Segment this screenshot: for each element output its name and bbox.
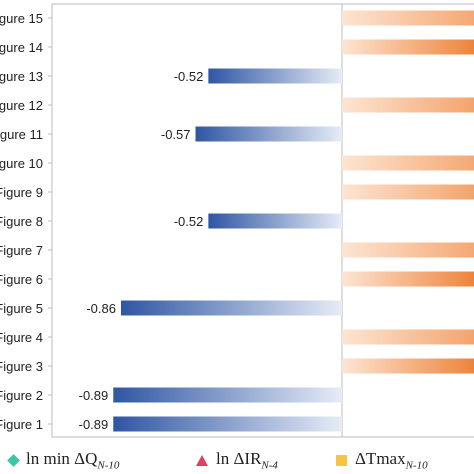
bar-dtmax bbox=[342, 155, 474, 171]
category-label: Figure 10 bbox=[0, 156, 43, 171]
category-label: Figure 13 bbox=[0, 69, 43, 84]
legend-label-ir-sub: N-4 bbox=[261, 459, 278, 472]
bar-dtmax bbox=[342, 10, 474, 26]
category-label: Figure 8 bbox=[0, 214, 43, 229]
category-label: Figure 14 bbox=[0, 40, 43, 55]
data-label: -0.52 bbox=[174, 69, 204, 84]
data-label: -0.57 bbox=[161, 127, 191, 142]
category-label: Figure 11 bbox=[0, 127, 43, 142]
legend-item-ir: ln ΔIRN-4 bbox=[196, 449, 278, 471]
triangle-icon bbox=[196, 454, 208, 466]
bar-ln-min-dq bbox=[113, 387, 343, 403]
data-label: -0.86 bbox=[86, 301, 116, 316]
category-label: Figure 9 bbox=[0, 185, 43, 200]
bar-ln-min-dq bbox=[208, 213, 342, 229]
diamond-icon bbox=[7, 453, 20, 467]
legend-label-t-sub: N-10 bbox=[405, 459, 428, 472]
legend-label-t-main: ΔTmax bbox=[355, 449, 406, 468]
category-label: Figure 4 bbox=[0, 330, 43, 345]
bar-ln-min-dq bbox=[113, 416, 343, 432]
square-icon bbox=[336, 454, 347, 466]
bar-dtmax bbox=[342, 358, 474, 374]
data-label: -0.52 bbox=[174, 214, 204, 229]
category-label: Figure 15 bbox=[0, 11, 43, 26]
bar-dtmax bbox=[342, 329, 474, 345]
legend-label-q-sub: N-10 bbox=[97, 459, 120, 472]
category-label: Figure 7 bbox=[0, 243, 43, 258]
data-label: -0.89 bbox=[79, 388, 109, 403]
bar-ln-min-dq bbox=[195, 126, 342, 142]
bar-dtmax bbox=[342, 271, 474, 287]
legend: ln min ΔQN-10 ln ΔIRN-4 ΔTmaxN-10 bbox=[0, 446, 474, 474]
category-label: Figure 1 bbox=[0, 417, 43, 432]
category-label: Figure 12 bbox=[0, 98, 43, 113]
bar-dtmax bbox=[342, 97, 474, 113]
bar-ln-min-dq bbox=[120, 300, 342, 316]
category-label: Figure 3 bbox=[0, 359, 43, 374]
category-label: Figure 6 bbox=[0, 272, 43, 287]
legend-item-t: ΔTmaxN-10 bbox=[336, 449, 428, 471]
bar-ln-min-dq bbox=[208, 68, 342, 84]
bar-chart-svg: Figure 1 -0.89 Figure 2 -0.89 Figure 3 Figure… bbox=[0, 3, 474, 438]
bar-dtmax bbox=[342, 242, 474, 258]
bar-dtmax bbox=[342, 184, 474, 200]
legend-label-ir-main: ln ΔIR bbox=[216, 449, 262, 468]
data-label: -0.89 bbox=[79, 417, 109, 432]
category-label: Figure 5 bbox=[0, 301, 43, 316]
category-label: Figure 2 bbox=[0, 388, 43, 403]
bar-dtmax bbox=[342, 39, 474, 55]
legend-item-q: ln min ΔQN-10 bbox=[6, 449, 119, 471]
legend-label-q-main: ln min ΔQ bbox=[26, 449, 98, 468]
